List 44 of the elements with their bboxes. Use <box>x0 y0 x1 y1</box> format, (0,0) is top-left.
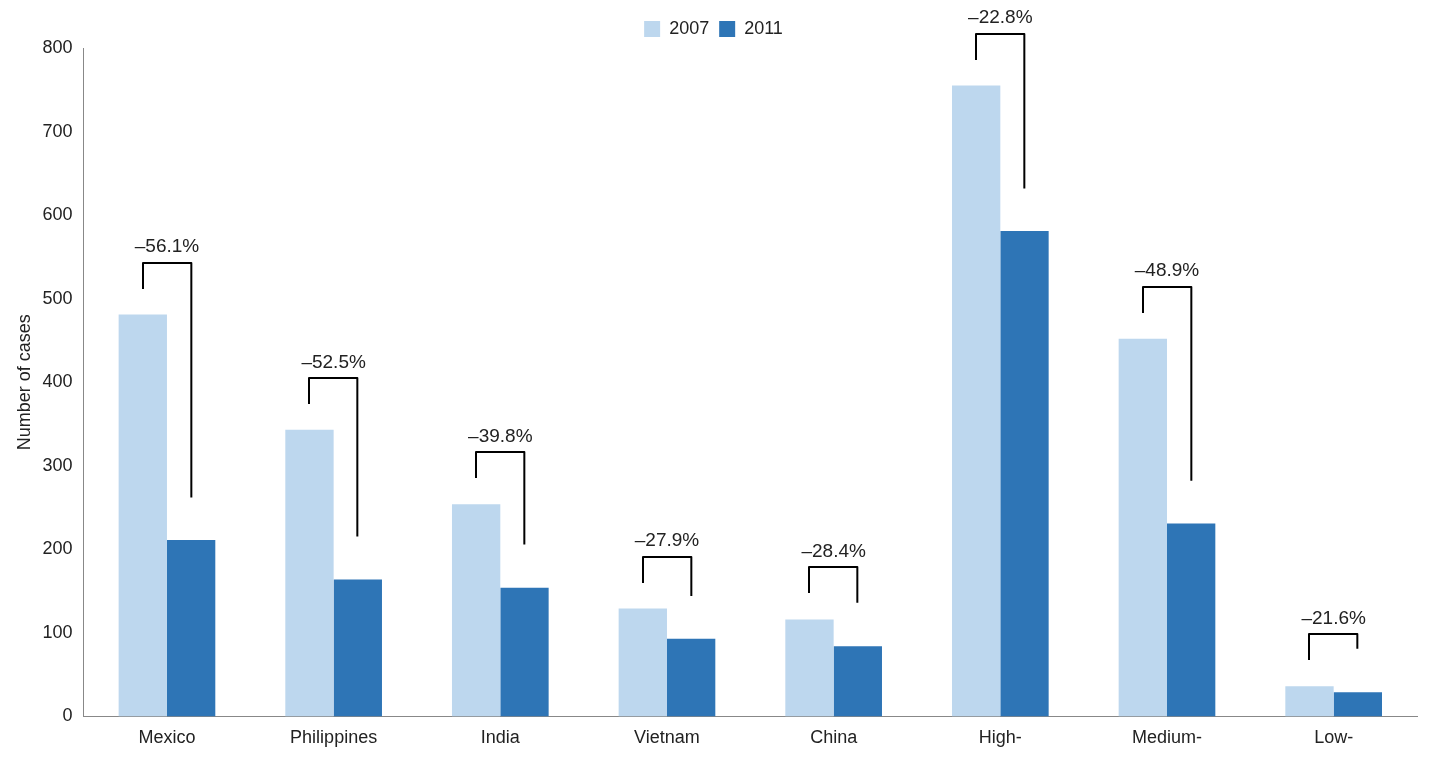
y-tick-label: 400 <box>42 371 73 392</box>
bar <box>166 540 216 717</box>
annotation: –52.5% <box>301 350 366 372</box>
x-tick-label: India <box>480 727 521 748</box>
bar <box>1118 338 1167 717</box>
y-tick-label: 300 <box>42 454 73 475</box>
x-tick-label: Vietnam <box>634 727 700 748</box>
legend-label: 2011 <box>744 17 783 38</box>
annotation: –21.6% <box>1301 607 1366 629</box>
bar <box>1333 692 1382 717</box>
x-tick-label: High- <box>978 727 1022 748</box>
bar <box>118 314 167 717</box>
bar <box>1000 230 1049 717</box>
bar <box>833 646 882 717</box>
y-tick-label: 0 <box>62 705 73 726</box>
x-tick-label: Low- <box>1314 727 1354 748</box>
bar <box>500 587 549 717</box>
x-tick-label: Medium- <box>1131 727 1203 748</box>
annotation: –28.4% <box>801 540 866 562</box>
y-tick-label: 500 <box>42 287 73 308</box>
annotation: –48.9% <box>1134 259 1200 281</box>
y-tick-label: 200 <box>42 538 73 559</box>
y-tick-label: 100 <box>42 621 73 642</box>
bar <box>333 579 382 717</box>
bar <box>1166 523 1216 717</box>
x-tick-label: Mexico <box>138 727 196 748</box>
y-tick-label: 700 <box>42 120 73 141</box>
x-tick-label: China <box>810 727 859 748</box>
y-tick-label: 600 <box>42 204 73 225</box>
legend-label: 2007 <box>669 17 710 38</box>
y-axis-title: Number of cases <box>13 314 34 451</box>
bar <box>1285 686 1334 717</box>
bar <box>285 429 334 717</box>
bar <box>666 638 716 717</box>
bar <box>785 619 834 717</box>
annotation: –39.8% <box>468 424 533 446</box>
annotation: –56.1% <box>134 235 200 257</box>
annotation: –27.9% <box>634 529 700 551</box>
text: –22.8% <box>968 6 1033 28</box>
bar <box>451 504 501 717</box>
bar <box>618 608 667 717</box>
y-tick-label: 800 <box>42 36 73 57</box>
x-tick-label: Philippines <box>290 727 378 748</box>
bar <box>951 85 1001 717</box>
